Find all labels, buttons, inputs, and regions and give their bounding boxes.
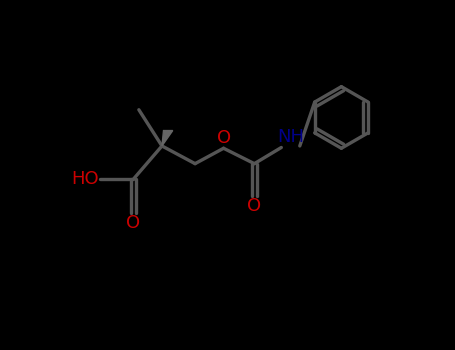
Text: O: O	[217, 129, 231, 147]
Text: HO: HO	[71, 170, 99, 188]
Polygon shape	[162, 131, 173, 146]
Text: O: O	[126, 214, 141, 232]
Text: O: O	[248, 197, 262, 215]
Text: NH: NH	[277, 128, 304, 147]
